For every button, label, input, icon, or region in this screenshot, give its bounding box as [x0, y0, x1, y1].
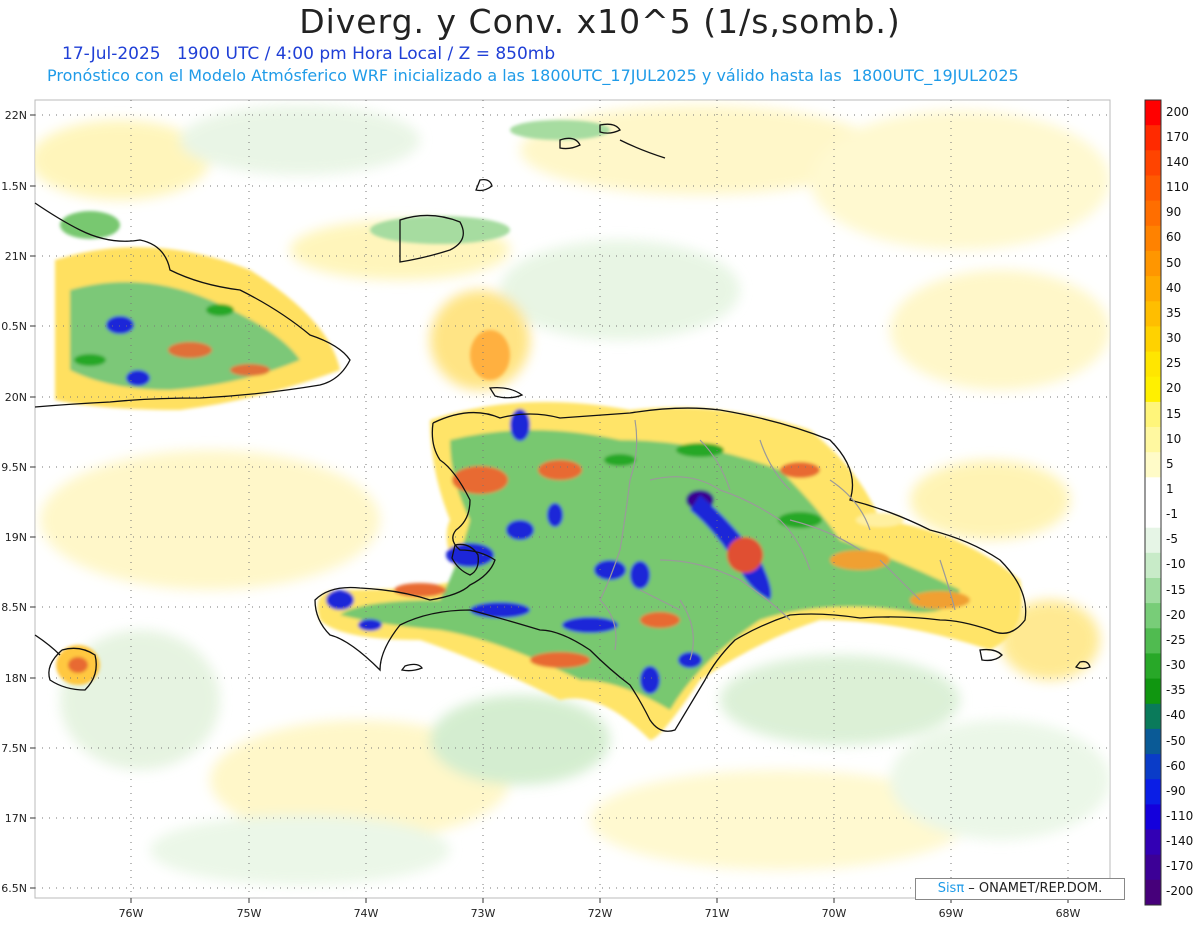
colorbar-label: -170 [1166, 859, 1193, 873]
colorbar-label: -60 [1166, 759, 1186, 773]
lat-label: 6.5N [1, 882, 27, 895]
colorbar-label: 110 [1166, 180, 1189, 194]
lat-label: 9.5N [1, 461, 27, 474]
lon-label: 69W [939, 907, 964, 920]
colorbar-label: -15 [1166, 583, 1186, 597]
colorbar-swatch [1145, 603, 1161, 629]
lon-label: 72W [588, 907, 613, 920]
lat-label: 20N [5, 391, 27, 404]
colorbar-label: 1 [1166, 482, 1174, 496]
credit-sis: Sisπ [938, 881, 964, 896]
lat-label: 8.5N [1, 601, 27, 614]
colorbar-label: 20 [1166, 381, 1181, 395]
colorbar-label: 40 [1166, 281, 1181, 295]
colorbar-label: -5 [1166, 532, 1178, 546]
colorbar-swatch [1145, 779, 1161, 805]
lon-label: 70W [822, 907, 847, 920]
colorbar-label: -200 [1166, 884, 1193, 898]
lat-label: 21N [5, 250, 27, 263]
lat-label: 19N [5, 531, 27, 544]
colorbar-swatch [1145, 503, 1161, 529]
colorbar-label: 15 [1166, 407, 1181, 421]
colorbar-swatch [1145, 804, 1161, 830]
lat-label: 1.5N [1, 180, 27, 193]
colorbar-swatch [1145, 754, 1161, 780]
colorbar-label: -1 [1166, 507, 1178, 521]
colorbar-swatch [1145, 452, 1161, 478]
colorbar-label: -140 [1166, 834, 1193, 848]
colorbar-label: 5 [1166, 457, 1174, 471]
colorbar-label: -25 [1166, 633, 1186, 647]
colorbar-swatch [1145, 729, 1161, 755]
colorbar-swatch [1145, 477, 1161, 503]
colorbar-swatch [1145, 301, 1161, 327]
colorbar [1145, 100, 1161, 906]
colorbar-swatch [1145, 377, 1161, 403]
lat-label: 22N [5, 109, 27, 122]
lat-label: 17N [5, 812, 27, 825]
colorbar-swatch [1145, 251, 1161, 277]
lon-label: 74W [354, 907, 379, 920]
colorbar-label: 50 [1166, 256, 1181, 270]
lat-label: 18N [5, 672, 27, 685]
lon-labels: 76W 75W 74W 73W 72W 71W 70W 69W 68W [119, 907, 1081, 920]
colorbar-swatch [1145, 880, 1161, 906]
colorbar-swatch [1145, 653, 1161, 679]
colorbar-label: -10 [1166, 557, 1186, 571]
colorbar-swatch [1145, 578, 1161, 604]
colorbar-swatch [1145, 176, 1161, 202]
credit-org: – ONAMET/REP.DOM. [964, 881, 1102, 896]
colorbar-swatch [1145, 150, 1161, 176]
colorbar-label: 170 [1166, 130, 1189, 144]
colorbar-label: 25 [1166, 356, 1181, 370]
lon-label: 75W [237, 907, 262, 920]
lat-label: 7.5N [1, 742, 27, 755]
lon-label: 68W [1056, 907, 1081, 920]
colorbar-label: -40 [1166, 708, 1186, 722]
lon-label: 76W [119, 907, 144, 920]
colorbar-label: 200 [1166, 105, 1189, 119]
lon-label: 71W [705, 907, 730, 920]
colorbar-swatch [1145, 402, 1161, 428]
colorbar-swatch [1145, 830, 1161, 856]
colorbar-swatch [1145, 679, 1161, 705]
colorbar-swatch [1145, 201, 1161, 227]
colorbar-swatch [1145, 628, 1161, 654]
colorbar-label: 35 [1166, 306, 1181, 320]
colorbar-label: -110 [1166, 809, 1193, 823]
colorbar-swatch [1145, 226, 1161, 252]
colorbar-swatch [1145, 326, 1161, 352]
colorbar-swatch [1145, 528, 1161, 554]
credit-box: Sisπ – ONAMET/REP.DOM. [915, 878, 1125, 900]
colorbar-label: -90 [1166, 784, 1186, 798]
colorbar-swatch [1145, 125, 1161, 151]
colorbar-swatch [1145, 704, 1161, 730]
colorbar-label: -30 [1166, 658, 1186, 672]
lon-label: 73W [471, 907, 496, 920]
colorbar-label: -35 [1166, 683, 1186, 697]
colorbar-label: 30 [1166, 331, 1181, 345]
colorbar-label: 140 [1166, 155, 1189, 169]
colorbar-label: 90 [1166, 205, 1181, 219]
colorbar-swatch [1145, 276, 1161, 302]
colorbar-swatch [1145, 427, 1161, 453]
colorbar-swatch [1145, 553, 1161, 579]
colorbar-label: 10 [1166, 432, 1181, 446]
colorbar-label: -50 [1166, 734, 1186, 748]
colorbar-swatch [1145, 100, 1161, 126]
colorbar-swatch [1145, 855, 1161, 881]
lat-labels: 22N 1.5N 21N 0.5N 20N 9.5N 19N 8.5N 18N … [1, 109, 27, 895]
colorbar-swatch [1145, 352, 1161, 378]
colorbar-label: 60 [1166, 230, 1181, 244]
lat-label: 0.5N [1, 320, 27, 333]
colorbar-label: -20 [1166, 608, 1186, 622]
